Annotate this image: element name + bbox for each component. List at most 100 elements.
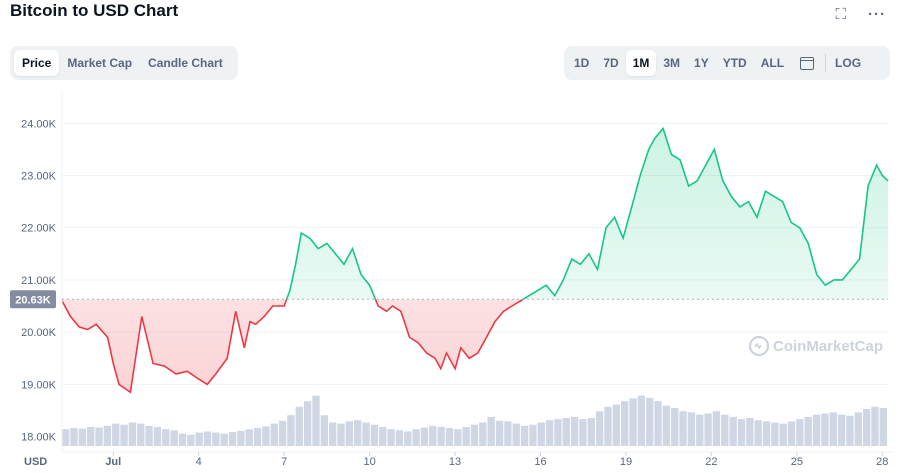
volume-bar bbox=[537, 422, 545, 446]
volume-bar bbox=[721, 414, 729, 446]
volume-bar bbox=[245, 429, 253, 446]
x-tick-label: 7 bbox=[281, 456, 287, 468]
range-1y[interactable]: 1Y bbox=[694, 56, 709, 70]
volume-bar bbox=[871, 406, 879, 446]
more-dots-icon[interactable]: ··· bbox=[868, 6, 886, 23]
volume-bar bbox=[854, 412, 862, 446]
volume-bar bbox=[545, 420, 554, 446]
y-tick-label: 18.00K bbox=[21, 432, 57, 444]
volume-bar bbox=[529, 424, 537, 446]
volume-bar bbox=[287, 415, 295, 446]
y-tick-label: 19.00K bbox=[21, 379, 57, 391]
volume-bar bbox=[337, 423, 345, 446]
x-tick-label: 13 bbox=[449, 456, 461, 468]
volume-bar bbox=[212, 432, 220, 446]
x-tick-label: 19 bbox=[620, 456, 632, 468]
volume-bar bbox=[387, 429, 395, 446]
volume-bar bbox=[704, 413, 712, 446]
price-lines bbox=[61, 126, 889, 394]
volume-bar bbox=[145, 425, 153, 446]
volume-bar bbox=[395, 430, 404, 446]
volume-bar bbox=[579, 419, 587, 446]
volume-bar bbox=[362, 422, 370, 446]
range-7d[interactable]: 7D bbox=[603, 56, 619, 70]
volume-bar bbox=[345, 421, 354, 446]
volume-bar bbox=[262, 426, 270, 446]
volume-bar bbox=[804, 416, 812, 446]
price-line-up bbox=[285, 126, 889, 300]
area-above-baseline bbox=[286, 128, 888, 300]
volume-bar bbox=[787, 421, 796, 446]
volume-bar bbox=[737, 419, 746, 446]
volume-bar bbox=[746, 418, 754, 446]
baseline-badge bbox=[10, 290, 56, 309]
area-below-baseline bbox=[62, 299, 888, 393]
currency-label: USD bbox=[24, 456, 47, 468]
volume-bar bbox=[520, 425, 529, 446]
volume-bar bbox=[303, 401, 312, 446]
volume-bar bbox=[629, 398, 637, 446]
volume-bar bbox=[195, 432, 203, 446]
range-3m[interactable]: 3M bbox=[663, 56, 681, 70]
volume-bar bbox=[779, 423, 787, 446]
volume-bar bbox=[487, 416, 495, 446]
divider bbox=[825, 54, 827, 72]
y-tick-label: 24.00K bbox=[21, 118, 57, 130]
volume-bar bbox=[420, 427, 429, 446]
volume-bar bbox=[278, 420, 287, 446]
volume-bar bbox=[87, 426, 95, 446]
volume-bar bbox=[153, 426, 162, 446]
chart-type-tabs: Price Market Cap Candle Chart bbox=[10, 46, 238, 80]
logo-wave bbox=[754, 342, 762, 350]
volume-bar bbox=[462, 426, 470, 446]
x-tick-label: Jul bbox=[105, 456, 121, 468]
volume-bar bbox=[662, 405, 671, 446]
volume-bar bbox=[687, 412, 696, 446]
volume-bar bbox=[270, 423, 278, 446]
watermark-text: CoinMarketCap bbox=[773, 338, 883, 355]
page-title: Bitcoin to USD Chart bbox=[10, 1, 179, 20]
range-all[interactable]: ALL bbox=[760, 56, 785, 70]
volume-bar bbox=[762, 421, 771, 446]
volume-bar bbox=[570, 416, 579, 446]
tab-candle-chart[interactable]: Candle Chart bbox=[148, 56, 223, 70]
volume-bar bbox=[379, 426, 387, 446]
volume-bar bbox=[70, 428, 78, 446]
volume-bar bbox=[679, 411, 687, 446]
range-1m[interactable]: 1M bbox=[625, 50, 657, 76]
volume-bar bbox=[128, 422, 137, 446]
volume-bar bbox=[846, 415, 854, 446]
range-ytd[interactable]: YTD bbox=[722, 56, 747, 70]
volume-bar bbox=[437, 426, 445, 446]
tab-price[interactable]: Price bbox=[14, 50, 60, 76]
calendar-icon[interactable] bbox=[800, 56, 815, 70]
volume-bar bbox=[78, 428, 87, 446]
volume-bar bbox=[95, 427, 103, 446]
volume-bar bbox=[771, 422, 779, 446]
coinmarketcap-logo-icon bbox=[748, 335, 770, 357]
volume-bar bbox=[178, 433, 187, 446]
volume-bar bbox=[654, 401, 662, 446]
volume-bar bbox=[862, 409, 871, 446]
tab-market-cap[interactable]: Market Cap bbox=[67, 56, 133, 70]
fullscreen-icon[interactable]: ⛶ bbox=[835, 6, 846, 23]
volume-bar bbox=[354, 420, 362, 446]
volume-bar bbox=[203, 431, 212, 446]
price-area bbox=[62, 128, 888, 393]
volume-bar bbox=[479, 422, 487, 446]
y-tick-label: 20.00K bbox=[21, 327, 57, 339]
volume-bar bbox=[812, 414, 821, 446]
volume-bar bbox=[587, 418, 595, 446]
log-toggle[interactable]: LOG bbox=[835, 56, 862, 70]
volume-bar bbox=[562, 418, 570, 446]
volume-bar bbox=[162, 429, 170, 446]
volume-bar bbox=[512, 423, 520, 446]
volume-bar bbox=[754, 420, 762, 446]
axes: 24.00K 23.00K 22.00K 21.00K 20.00K 19.00K 18.0… bbox=[10, 92, 893, 468]
y-tick-label: 22.00K bbox=[21, 223, 57, 235]
range-1d[interactable]: 1D bbox=[574, 56, 590, 70]
volume-bar bbox=[612, 404, 621, 446]
volume-bar bbox=[62, 429, 70, 446]
volume-bar bbox=[621, 401, 629, 446]
